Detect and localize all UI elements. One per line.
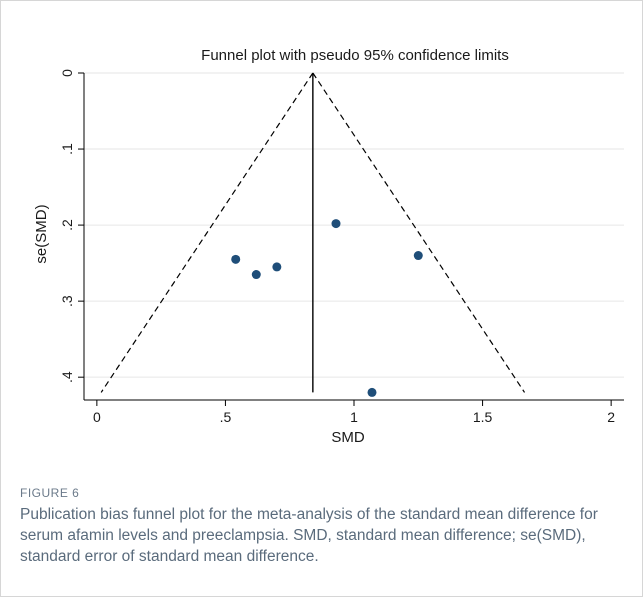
x-tick-label: 1.5: [473, 409, 493, 425]
x-tick-label: 1: [350, 409, 358, 425]
x-tick-label: 0: [93, 409, 101, 425]
study-point-6: [367, 387, 377, 397]
figure-caption: FIGURE 6 Publication bias funnel plot fo…: [20, 486, 625, 567]
study-point-2: [251, 270, 261, 280]
x-tick-label: .5: [220, 409, 232, 425]
study-point-4: [331, 219, 341, 229]
y-axis-label: se(SMD): [33, 204, 50, 263]
gridlines: [84, 72, 624, 378]
x-axis: 0 .5 1 1.5 2: [84, 399, 624, 425]
y-tick-label: .1: [59, 143, 75, 155]
y-tick-label: .3: [59, 295, 75, 307]
figure-label: FIGURE 6: [20, 486, 80, 500]
study-point-5: [413, 251, 423, 261]
figure-caption-text: Publication bias funnel plot for the met…: [20, 506, 598, 565]
upper-confidence-limit: [312, 72, 526, 393]
data-points: [231, 219, 423, 397]
x-axis-label: SMD: [331, 429, 365, 446]
y-tick-label: .2: [59, 219, 75, 231]
y-axis: 0 .1 .2 .3 .4: [59, 69, 85, 400]
funnel-plot: Funnel plot with pseudo 95% confidence l…: [33, 47, 624, 446]
study-point-1: [231, 254, 241, 264]
lower-confidence-limit: [100, 72, 314, 393]
confidence-limits: [100, 72, 526, 393]
study-point-3: [272, 262, 282, 272]
y-tick-label: 0: [59, 69, 75, 77]
y-tick-label: .4: [59, 371, 75, 383]
x-tick-label: 2: [607, 409, 615, 425]
chart-title: Funnel plot with pseudo 95% confidence l…: [201, 47, 509, 64]
